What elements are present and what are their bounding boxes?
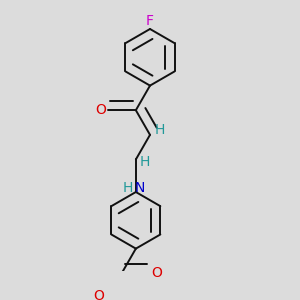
Text: O: O bbox=[95, 103, 106, 117]
Text: H: H bbox=[140, 155, 150, 169]
Text: O: O bbox=[94, 289, 104, 300]
Text: F: F bbox=[146, 14, 154, 28]
Text: O: O bbox=[152, 266, 162, 280]
Text: N: N bbox=[135, 181, 146, 195]
Text: H: H bbox=[123, 181, 133, 195]
Text: H: H bbox=[154, 123, 164, 137]
